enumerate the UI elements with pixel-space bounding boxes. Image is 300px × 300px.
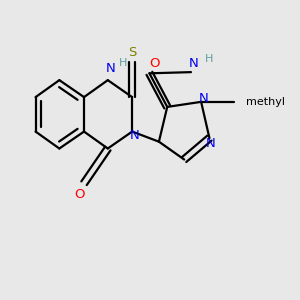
Text: N: N <box>199 92 208 105</box>
Text: S: S <box>128 46 136 59</box>
Text: N: N <box>130 129 140 142</box>
Text: N: N <box>206 137 216 150</box>
Text: N: N <box>105 62 115 75</box>
Text: O: O <box>74 188 85 201</box>
Text: methyl: methyl <box>246 97 285 107</box>
Text: O: O <box>149 57 160 70</box>
Text: H: H <box>119 58 128 68</box>
Text: N: N <box>189 57 199 70</box>
Text: H: H <box>205 54 213 64</box>
